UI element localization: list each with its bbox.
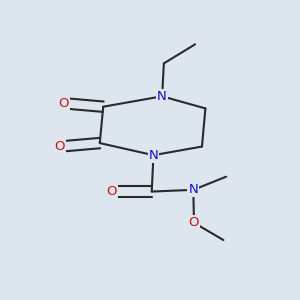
Text: O: O bbox=[58, 97, 69, 110]
Text: O: O bbox=[189, 216, 199, 229]
Text: O: O bbox=[106, 185, 117, 198]
Text: O: O bbox=[55, 140, 65, 153]
Text: N: N bbox=[148, 149, 158, 162]
Text: N: N bbox=[188, 183, 198, 196]
Text: N: N bbox=[157, 90, 167, 103]
